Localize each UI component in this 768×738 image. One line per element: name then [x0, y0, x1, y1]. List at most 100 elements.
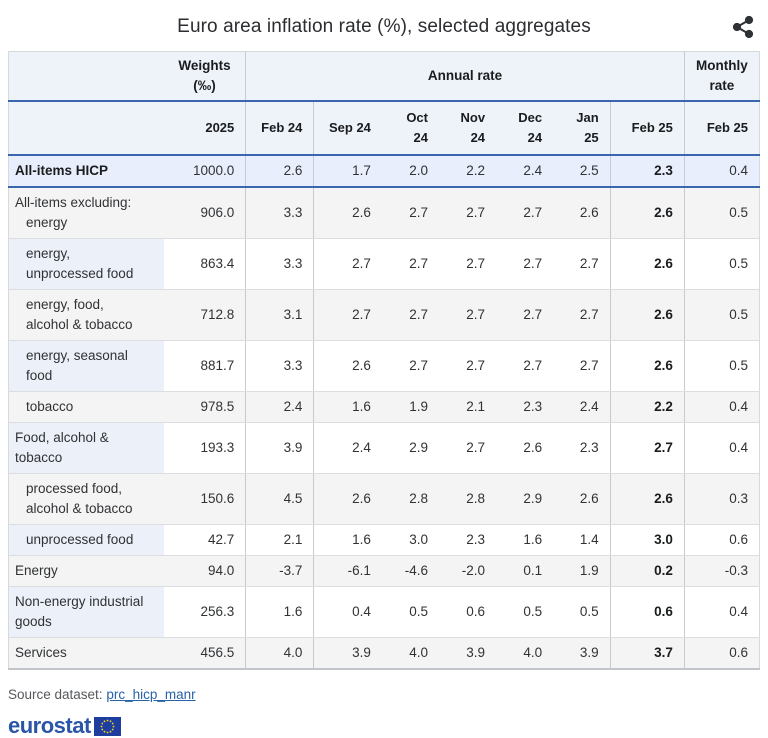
annual-rate-value: 2.3 [553, 422, 611, 474]
annual-rate-value: 2.6 [610, 289, 685, 341]
month-header-feb-25: Feb 25 [610, 101, 685, 156]
weight-value: 42.7 [163, 524, 247, 556]
monthly-rate-value: 0.5 [684, 340, 760, 392]
monthly-rate-value: 0.4 [684, 586, 760, 638]
annual-rate-value: 2.6 [553, 187, 611, 239]
month-header-oct-24: Oct 24 [381, 101, 439, 156]
annual-rate-value: 1.6 [496, 524, 554, 556]
annual-rate-value: 0.6 [610, 586, 685, 638]
monthly-rate-header: Monthly rate [684, 51, 760, 102]
annual-rate-value: 0.5 [553, 586, 611, 638]
eurostat-logo[interactable]: eurostat [8, 715, 760, 737]
annual-rate-value: 2.9 [381, 422, 439, 474]
label-subheader-empty [8, 101, 164, 156]
weight-value: 456.5 [163, 637, 247, 670]
monthly-rate-value: 0.6 [684, 637, 760, 670]
table-row: Services 456.5 4.0 3.9 4.0 3.9 4.0 3.9 3.7 0.6 [8, 637, 760, 670]
source-dataset-link[interactable]: prc_hicp_manr [106, 687, 196, 702]
annual-rate-value: 2.7 [381, 340, 439, 392]
table-row: energy, unprocessed food 863.4 3.3 2.7 2.7 2.7… [8, 238, 760, 290]
weight-value: 1000.0 [163, 155, 247, 188]
annual-rate-value: 3.9 [245, 422, 315, 474]
annual-rate-value: 2.7 [438, 289, 497, 341]
annual-rate-value: 2.6 [496, 422, 554, 474]
monthly-rate-value: 0.5 [684, 238, 760, 290]
annual-rate-value: 2.7 [438, 187, 497, 239]
annual-rate-value: 2.4 [496, 155, 554, 188]
annual-rate-value: 0.2 [610, 555, 685, 587]
share-icon [732, 15, 754, 39]
row-label: Non-energy industrial goods [8, 586, 164, 638]
source-dataset-note: Source dataset: prc_hicp_manr [8, 687, 760, 702]
table-row: All-items excluding: energy 906.0 3.3 2.6 2.7… [8, 187, 760, 239]
weights-year-header: 2025 [163, 101, 247, 156]
annual-rate-value: 1.6 [245, 586, 315, 638]
weight-value: 193.3 [163, 422, 247, 474]
annual-rate-value: 2.1 [245, 524, 315, 556]
annual-rate-value: 1.9 [553, 555, 611, 587]
annual-rate-value: 2.7 [313, 289, 382, 341]
label-header-empty [8, 51, 164, 102]
annual-rate-value: 2.2 [610, 391, 685, 423]
annual-rate-value: 0.1 [496, 555, 554, 587]
month-header-dec-24: Dec 24 [496, 101, 554, 156]
annual-rate-value: 2.6 [610, 238, 685, 290]
annual-rate-value: 0.4 [313, 586, 382, 638]
annual-rate-value: 2.7 [381, 187, 439, 239]
monthly-rate-value: 0.3 [684, 473, 760, 525]
row-label: processed food, alcohol & tobacco [8, 473, 164, 525]
monthly-rate-value: 0.4 [684, 155, 760, 188]
monthly-rate-value: 0.4 [684, 391, 760, 423]
annual-rate-value: 2.6 [610, 340, 685, 392]
row-label: All-items HICP [8, 155, 164, 188]
annual-rate-value: 1.6 [313, 391, 382, 423]
annual-rate-value: 2.7 [496, 340, 554, 392]
month-header-jan-25: Jan 25 [553, 101, 611, 156]
annual-rate-value: 2.5 [553, 155, 611, 188]
weight-value: 881.7 [163, 340, 247, 392]
annual-rate-value: 2.6 [610, 187, 685, 239]
row-label: Food, alcohol & tobacco [8, 422, 164, 474]
table-row: Food, alcohol & tobacco 193.3 3.9 2.4 2.9 2.7 2… [8, 422, 760, 474]
table-row: unprocessed food 42.7 2.1 1.6 3.0 2.3 1.6 1.4 3.… [8, 524, 760, 556]
annual-rate-value: 3.9 [553, 637, 611, 670]
source-dataset-label: Source dataset: [8, 687, 107, 702]
annual-rate-value: 3.9 [438, 637, 497, 670]
monthly-header-line1: Monthly [696, 58, 748, 73]
annual-rate-value: 2.7 [553, 238, 611, 290]
weights-header-unit: (‰) [193, 78, 216, 93]
annual-rate-value: 1.4 [553, 524, 611, 556]
annual-rate-value: 3.1 [245, 289, 315, 341]
annual-rate-value: 4.0 [245, 637, 315, 670]
row-label: Services [8, 637, 164, 670]
annual-rate-value: 2.7 [438, 422, 497, 474]
months-header-row: 2025 Feb 24 Sep 24 Oct 24 Nov 24 Dec 24 Jan 2… [8, 101, 760, 156]
weight-value: 256.3 [163, 586, 247, 638]
annual-rate-value: 2.7 [438, 340, 497, 392]
annual-rate-value: 2.6 [610, 473, 685, 525]
annual-rate-value: 2.6 [313, 473, 382, 525]
annual-rate-value: -6.1 [313, 555, 382, 587]
weight-value: 978.5 [163, 391, 247, 423]
annual-rate-value: 2.7 [438, 238, 497, 290]
weights-header: Weights (‰) [163, 51, 247, 102]
annual-rate-value: 0.6 [438, 586, 497, 638]
annual-rate-value: 2.7 [313, 238, 382, 290]
row-label: All-items excluding: energy [8, 187, 164, 239]
annual-rate-value: 2.6 [553, 473, 611, 525]
annual-rate-value: 2.3 [610, 155, 685, 188]
table-row: processed food, alcohol & tobacco 150.6 4.5… [8, 473, 760, 525]
annual-rate-value: 2.4 [313, 422, 382, 474]
annual-rate-value: 1.6 [313, 524, 382, 556]
table-row: energy, seasonal food 881.7 3.3 2.6 2.7 2.7 2.7… [8, 340, 760, 392]
row-label: energy, unprocessed food [8, 238, 164, 290]
row-label: energy, seasonal food [8, 340, 164, 392]
monthly-header-line2: rate [709, 78, 735, 93]
share-button[interactable] [730, 14, 756, 40]
annual-rate-value: 1.7 [313, 155, 382, 188]
monthly-month-header: Feb 25 [684, 101, 760, 156]
row-label: tobacco [8, 391, 164, 423]
month-header-feb-24: Feb 24 [245, 101, 315, 156]
annual-rate-value: 2.4 [245, 391, 315, 423]
table-row: energy, food, alcohol & tobacco 712.8 3.1 2.… [8, 289, 760, 341]
